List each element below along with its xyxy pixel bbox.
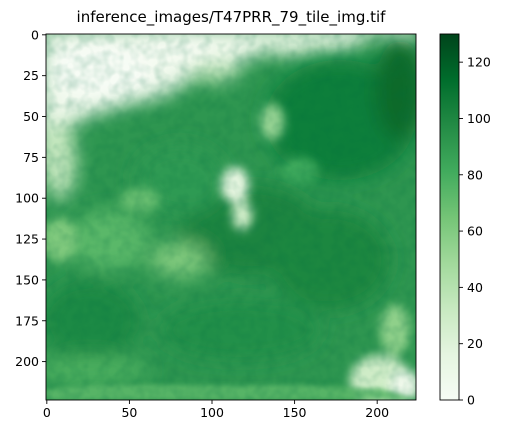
y-tick-label: 25 <box>23 68 39 83</box>
y-tick-label: 0 <box>31 27 39 42</box>
x-tick-label: 50 <box>121 405 137 420</box>
y-tick-label: 50 <box>23 109 39 124</box>
colorbar-tick-label: 0 <box>467 393 475 408</box>
y-tick-label: 125 <box>15 232 39 247</box>
y-tick-label: 150 <box>15 272 39 287</box>
heatmap-image <box>46 34 416 400</box>
colorbar-tick-label: 60 <box>467 224 483 239</box>
x-tick-label: 0 <box>43 405 51 420</box>
plot-frame <box>45 33 417 401</box>
y-axis: 0 25 50 75 100 125 150 175 200 <box>15 27 46 369</box>
y-tick-label: 75 <box>23 150 39 165</box>
y-tick-label: 200 <box>15 354 39 369</box>
colorbar-axis: 0 20 40 60 80 100 120 <box>459 55 491 408</box>
colorbar-tick-label: 40 <box>467 280 483 295</box>
y-tick-label: 100 <box>15 191 39 206</box>
colorbar-tick-label: 120 <box>467 55 491 70</box>
x-tick-label: 100 <box>200 405 224 420</box>
colorbar-tick-label: 20 <box>467 336 483 351</box>
colorbar-tick-label: 100 <box>467 111 491 126</box>
colorbar-tick-label: 80 <box>467 167 483 182</box>
x-tick-label: 150 <box>283 405 307 420</box>
x-axis: 0 50 100 150 200 <box>43 400 389 420</box>
colorbar <box>439 33 460 401</box>
y-tick-label: 175 <box>15 313 39 328</box>
x-tick-label: 200 <box>365 405 389 420</box>
chart-title: inference_images/T47PRR_79_tile_img.tif <box>77 8 387 27</box>
